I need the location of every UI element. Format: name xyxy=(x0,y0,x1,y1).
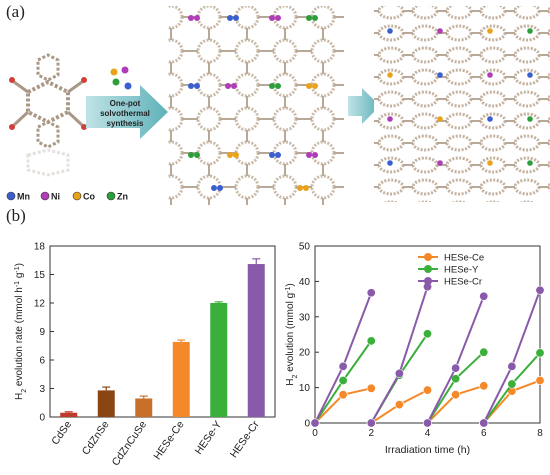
bar-category-label: HESe-Cr xyxy=(228,418,262,460)
line-x-tick-label: 0 xyxy=(312,428,318,439)
line-x-tick-label: 2 xyxy=(368,428,374,439)
bar-y-tick-label: 12 xyxy=(34,299,46,310)
point-hese-cr xyxy=(366,418,376,428)
arrow-text-1: One-pot xyxy=(110,99,141,108)
line-y-tick-label: 30 xyxy=(299,312,311,323)
bar-y-tick-label: 6 xyxy=(39,356,45,367)
point-hese-ce xyxy=(479,381,489,391)
monomer-molecule xyxy=(9,53,87,177)
line-x-tick-label: 6 xyxy=(481,428,487,439)
bar-category-label: CdZnSe xyxy=(80,419,112,458)
bar-chart-panel: 0 3 6 9 12 15 18 CdSe CdZnSe CdZnCuSe HESe-Ce HESe-… xyxy=(0,228,285,470)
point-hese-cr xyxy=(310,418,320,428)
element-legend: Mn Ni Co Zn xyxy=(6,191,128,202)
line-y-tick-label: 10 xyxy=(299,383,311,394)
line-y-axis-title: H2 evolution (mmol g-1) xyxy=(285,283,299,385)
series-line-hese-cr xyxy=(482,289,541,424)
line-x-tick-label: 4 xyxy=(425,428,431,439)
bar-category-label: CdZnCuSe xyxy=(110,419,150,469)
legend-ni-dot xyxy=(40,191,50,201)
synthesis-scheme: One-pot solvothermal synthesis Mn Ni Co Zn xyxy=(0,0,550,206)
bar-plot-frame xyxy=(49,245,276,418)
legend-zn-dot xyxy=(106,191,116,201)
bar-hese-y xyxy=(210,303,228,417)
point-hese-cr xyxy=(394,368,404,378)
line-y-tick-label: 20 xyxy=(299,348,311,359)
point-hese-cr xyxy=(507,361,517,371)
framework2-metal-nodes xyxy=(387,28,533,166)
bar-cdznse xyxy=(97,390,115,417)
scheme-svg: One-pot solvothermal synthesis Mn Ni Co Zn xyxy=(6,6,550,206)
point-hese-y xyxy=(479,347,489,357)
point-hese-cr xyxy=(479,418,489,428)
panel-label-b: (b) xyxy=(6,206,26,225)
legend-mn-label: Mn xyxy=(17,192,30,202)
point-hese-y xyxy=(535,348,545,358)
point-hese-ce xyxy=(451,390,461,400)
legend-marker-hese-cr xyxy=(424,277,432,285)
point-hese-y xyxy=(366,336,376,346)
bar-category-label: HESe-Ce xyxy=(151,419,186,462)
point-hese-y xyxy=(451,374,461,384)
point-hese-ce xyxy=(535,376,545,386)
point-hese-ce xyxy=(366,383,376,393)
mof-framework-1 xyxy=(168,6,344,206)
legend-marker-hese-ce xyxy=(424,253,432,261)
legend-co-dot xyxy=(72,191,82,201)
bar-y-tick-label: 9 xyxy=(39,327,45,338)
line-y-tick-label: 0 xyxy=(304,419,310,430)
bar-category-label: HESe-Y xyxy=(193,419,225,457)
point-hese-cr xyxy=(535,285,545,295)
bar-hese-cr xyxy=(247,264,265,417)
line-x-axis-title: Irradiation time (h) xyxy=(385,444,470,456)
legend-label-hese-y: HESe-Y xyxy=(444,265,479,276)
point-hese-cr xyxy=(423,418,433,428)
legend-marker-hese-y xyxy=(424,265,432,273)
point-hese-y xyxy=(507,379,517,389)
point-hese-cr xyxy=(338,361,348,371)
mof-framework-2 xyxy=(374,6,550,202)
bar-y-tick-label: 18 xyxy=(34,242,46,253)
arrow-text-2: solvothermal xyxy=(100,109,150,118)
line-y-tick-label: 40 xyxy=(299,277,311,288)
bar-category-label: CdSe xyxy=(49,419,74,448)
legend-mn-dot xyxy=(6,191,16,201)
bar-y-tick-label: 15 xyxy=(34,270,46,281)
bar-y-tick-label: 3 xyxy=(39,384,45,395)
arrow-text-3: synthesis xyxy=(107,119,144,128)
bar-hese-ce xyxy=(172,341,190,417)
point-hese-cr xyxy=(479,291,489,301)
transform-arrow xyxy=(348,88,380,124)
point-hese-ce xyxy=(394,400,404,410)
legend-zn-label: Zn xyxy=(117,192,128,202)
series-line-hese-cr xyxy=(314,292,373,424)
legend-ni-label: Ni xyxy=(51,192,60,202)
bar-y-tick-label: 0 xyxy=(39,413,45,424)
point-hese-ce xyxy=(338,390,348,400)
point-hese-cr xyxy=(451,363,461,373)
synthesis-arrow xyxy=(86,85,168,139)
bar-cdse xyxy=(60,412,78,417)
line-chart-panel: 0 10 20 30 40 50 0 2 4 6 8 HESe-Ce HESe-Y HESe-Cr Irra… xyxy=(285,228,550,470)
point-hese-cr xyxy=(366,288,376,298)
line-x-tick-label: 8 xyxy=(537,428,543,439)
point-hese-ce xyxy=(423,385,433,395)
framework1-metal-nodes xyxy=(188,15,318,191)
bar-y-axis-title: H2 evolution rate (mmol h-1 g-1) xyxy=(14,263,28,400)
legend-label-hese-cr: HESe-Cr xyxy=(444,277,482,288)
point-hese-y xyxy=(423,329,433,339)
point-hese-y xyxy=(338,376,348,386)
metal-ions xyxy=(110,66,132,90)
panel-label-a: (a) xyxy=(6,2,25,21)
bar-cdzncuse xyxy=(135,398,153,417)
legend-co-label: Co xyxy=(83,192,95,202)
legend-label-hese-ce: HESe-Ce xyxy=(444,253,484,264)
line-y-tick-label: 50 xyxy=(299,242,311,253)
